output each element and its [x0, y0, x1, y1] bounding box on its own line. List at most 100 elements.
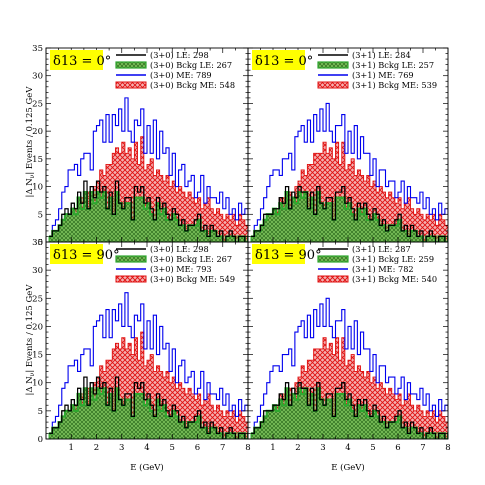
x-tick-label: 6 [195, 443, 200, 453]
x-axis-label: E (GeV) [130, 462, 164, 473]
delta-label: δ13 = 0° [53, 54, 111, 69]
legend-swatch-bckg-le [317, 255, 349, 263]
delta-label: δ13 = 0° [255, 54, 313, 69]
le-series-line [251, 186, 448, 242]
x-tick-label: 2 [295, 443, 300, 453]
plot-area [250, 297, 448, 439]
x-tick-label: 8 [245, 443, 250, 453]
y-axis-label: |Δ Nν| Events / 0.125 GeV [25, 86, 36, 198]
legend-label: (3+1) Bckg ME: 540 [352, 274, 437, 284]
legend-label: (3+0) Bckg ME: 548 [150, 80, 235, 90]
legend-swatch-bckg-me [115, 275, 147, 283]
legend-label: (3+1) Bckg LE: 257 [352, 60, 434, 70]
legend-swatch-bckg-me [317, 81, 349, 89]
x-tick-label: 3 [320, 443, 325, 453]
legend-swatch-bckg-le [317, 61, 349, 69]
legend-swatch-bckg-me [317, 275, 349, 283]
plot-area [48, 97, 248, 242]
y-tick-label: 5 [38, 210, 43, 220]
legend-item: (3+0) Bckg ME: 549 [115, 274, 235, 284]
x-tick-label: 7 [220, 443, 225, 453]
y-axis-label-sub: ν [29, 372, 36, 376]
x-tick-label: 1 [69, 443, 74, 453]
x-tick-label: 4 [345, 443, 350, 453]
legend-item: (3+0) LE: 298 [116, 50, 209, 60]
legend-item: (3+0) ME: 789 [116, 70, 212, 80]
plot-area [48, 292, 248, 439]
legend-label: (3+1) ME: 782 [352, 264, 414, 274]
chart-panel: δ13 = 0° (3+1) LE: 284(3+1) Bckg LE: 257(… [247, 47, 449, 243]
y-axis-label: |Δ Nν| Events / 0.125 GeV [25, 284, 36, 396]
delta-badge: δ13 = 0° [50, 50, 111, 70]
le-series-line [49, 376, 248, 439]
y-tick-label: 30 [32, 72, 43, 82]
legend-item: (3+1) LE: 284 [318, 50, 411, 60]
legend-item: (3+1) Bckg LE: 257 [317, 60, 434, 70]
y-tick-label: 5 [38, 407, 43, 417]
x-tick-label: 2 [94, 443, 99, 453]
x-tick-label: 5 [170, 443, 175, 453]
delta-badge-bg [50, 50, 103, 70]
legend-item: (3+1) ME: 769 [318, 70, 414, 80]
y-tick-label: 0 [38, 435, 43, 445]
y-axis-label-main: |Δ N [25, 178, 35, 198]
x-axis-label: E (GeV) [331, 462, 365, 473]
delta-badge: δ13 = 0° [252, 50, 313, 70]
legend-label: (3+0) Bckg LE: 267 [150, 254, 232, 264]
legend-item: (3+0) LE: 298 [116, 244, 209, 254]
legend-label: (3+1) Bckg ME: 539 [352, 80, 437, 90]
legend-item: (3+0) Bckg ME: 548 [115, 80, 235, 90]
delta-badge-bg [50, 244, 103, 264]
y-tick-label: 15 [32, 155, 43, 165]
y-tick-label: 15 [32, 351, 43, 361]
y-axis-label-sub: ν [29, 174, 36, 178]
legend-label: (3+0) ME: 789 [150, 70, 212, 80]
me-series-line [49, 97, 248, 238]
le-series-line [49, 180, 248, 242]
y-tick-label: 20 [32, 322, 43, 332]
x-tick-label: 3 [119, 443, 124, 453]
legend-swatch-bckg-me [115, 81, 147, 89]
x-tick-label: 8 [445, 443, 450, 453]
delta-label: δ13 = 90° [255, 248, 322, 263]
x-tick-label: 5 [370, 443, 375, 453]
legend-label: (3+1) ME: 769 [352, 70, 414, 80]
y-tick-label: 20 [32, 127, 43, 137]
legend-item: (3+1) Bckg LE: 259 [317, 254, 434, 264]
delta-badge: δ13 = 90° [252, 244, 322, 264]
x-tick-label: 1 [270, 443, 275, 453]
y-tick-label: 35 [32, 44, 43, 54]
y-tick-label: 10 [32, 379, 43, 389]
legend-swatch-bckg-le [115, 61, 147, 69]
x-tick-label: 4 [144, 443, 149, 453]
y-axis-label-main: |Δ N [25, 376, 35, 396]
legend-item: (3+1) Bckg ME: 539 [317, 80, 437, 90]
legend-label: (3+0) LE: 298 [150, 244, 209, 254]
legend-label: (3+0) Bckg LE: 267 [150, 60, 232, 70]
delta-badge-bg [252, 50, 305, 70]
y-tick-label: 0 [38, 238, 43, 248]
legend-item: (3+0) ME: 793 [116, 264, 212, 274]
chart-panel: 0 5 10 15 20 25 30 35 1 2 3 4 5 6 7 8 δ13 = 90° (3+0) LE:… [32, 238, 251, 453]
legend-label: (3+0) LE: 298 [150, 50, 209, 60]
legend-item: (3+0) Bckg LE: 267 [115, 60, 232, 70]
legend-label: (3+1) LE: 284 [352, 50, 411, 60]
legend-item: (3+0) Bckg LE: 267 [115, 254, 232, 264]
legend-label: (3+1) LE: 287 [352, 244, 411, 254]
me-series-line [251, 102, 448, 238]
legend-label: (3+1) Bckg LE: 259 [352, 254, 434, 264]
y-axis-label-rest: | Events / 0.125 GeV [25, 86, 35, 175]
legend-item: (3+1) Bckg ME: 540 [317, 274, 437, 284]
legend-swatch-bckg-le [115, 255, 147, 263]
y-tick-label: 30 [32, 266, 43, 276]
y-tick-label: 35 [32, 238, 43, 248]
y-tick-label: 25 [32, 99, 43, 109]
legend-label: (3+0) Bckg ME: 549 [150, 274, 235, 284]
le-series-line [251, 382, 448, 439]
y-axis-label-rest: | Events / 0.125 GeV [25, 284, 35, 373]
x-tick-label: 7 [420, 443, 425, 453]
plot-area [250, 102, 448, 242]
